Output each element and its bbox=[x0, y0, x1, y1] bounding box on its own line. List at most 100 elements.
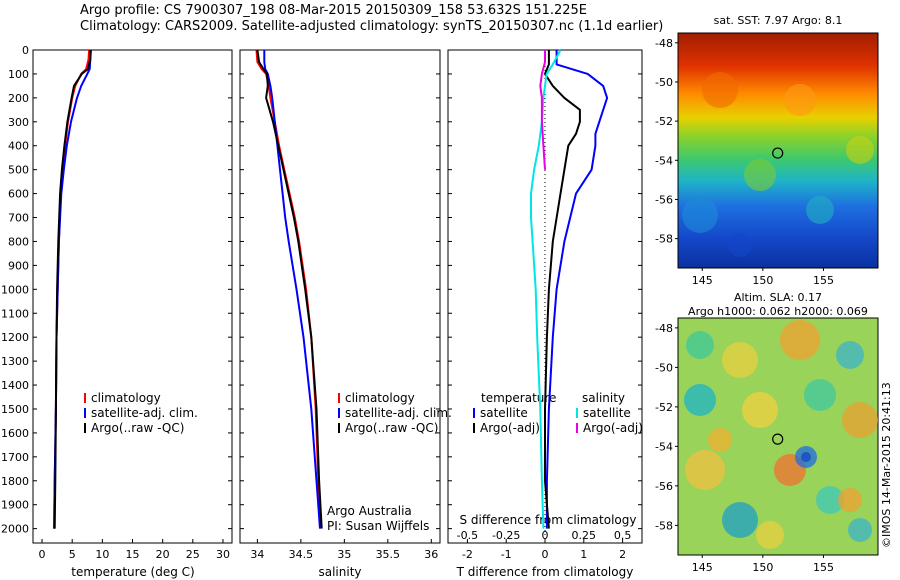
sla-map-feature bbox=[801, 452, 811, 462]
tdiff-series-argo bbox=[544, 50, 581, 529]
sst-map-ytick-label: -52 bbox=[655, 115, 673, 128]
sla-map-ytick-label: -58 bbox=[655, 519, 673, 532]
sla-map-feature bbox=[708, 428, 732, 452]
sla-map-feature bbox=[836, 341, 864, 369]
temperature-legend-label: Argo(..raw -QC) bbox=[91, 421, 184, 435]
temperature-series-1 bbox=[53, 50, 92, 529]
sla-map-feature bbox=[804, 379, 836, 411]
depth-tick-label: 700 bbox=[8, 212, 29, 225]
depth-tick-label: 300 bbox=[8, 116, 29, 129]
depth-tick-label: 1200 bbox=[1, 331, 29, 344]
temperature-xtick-label: 25 bbox=[186, 548, 200, 561]
sla-map-feature bbox=[722, 342, 758, 378]
sla-map-title-1: Altim. SLA: 0.17 bbox=[734, 291, 822, 304]
temperature-axes-frame bbox=[32, 49, 233, 544]
sla-map-feature bbox=[742, 392, 778, 428]
salinity-axes-frame bbox=[239, 49, 441, 544]
temperature-legend-label: climatology bbox=[91, 391, 161, 405]
salinity-series-0 bbox=[255, 49, 321, 529]
tdiff-legend-label: satellite bbox=[480, 406, 528, 420]
sla-map-feature bbox=[686, 331, 714, 359]
sla-map-feature bbox=[816, 486, 844, 514]
sla-map-xtick-label: 145 bbox=[692, 561, 713, 574]
depth-tick-label: 100 bbox=[8, 68, 29, 81]
depth-tick-label: 900 bbox=[8, 259, 29, 272]
depth-tick-label: 1600 bbox=[1, 427, 29, 440]
temperature-series-2 bbox=[53, 49, 92, 529]
tdiff-series-satellite bbox=[545, 50, 609, 529]
note-argo-australia: Argo Australia bbox=[327, 504, 412, 518]
sla-map-ytick-label: -56 bbox=[655, 480, 673, 493]
sla-map-ytick-label: -52 bbox=[655, 401, 673, 414]
tdiff-xtick-label: -1 bbox=[501, 548, 512, 561]
sla-map-xtick-label: 155 bbox=[813, 561, 834, 574]
sla-map-feature bbox=[842, 402, 878, 438]
depth-tick-label: 800 bbox=[8, 235, 29, 248]
figure-title-line2: Climatology: CARS2009. Satellite-adjuste… bbox=[80, 19, 664, 34]
sla-map-feature bbox=[756, 521, 784, 549]
sst-map-feature bbox=[784, 84, 816, 116]
salinity-xtick-label: 36 bbox=[424, 548, 438, 561]
sla-map-ytick-label: -48 bbox=[655, 322, 673, 335]
sdiff-series-argo bbox=[539, 50, 546, 170]
sla-map-feature bbox=[722, 502, 758, 538]
depth-tick-label: 1400 bbox=[1, 379, 29, 392]
sst-map-feature bbox=[744, 159, 776, 191]
sdiff-legend-title: salinity bbox=[582, 391, 625, 405]
temperature-xtick-label: 15 bbox=[126, 548, 140, 561]
sst-map-feature bbox=[806, 196, 834, 224]
depth-tick-label: 2000 bbox=[1, 523, 29, 536]
depth-tick-label: 1300 bbox=[1, 355, 29, 368]
salinity-xtick-label: 34.5 bbox=[289, 548, 314, 561]
sst-map-ytick-label: -48 bbox=[655, 37, 673, 50]
note-pi: PI: Susan Wijffels bbox=[327, 519, 429, 533]
depth-tick-label: 500 bbox=[8, 164, 29, 177]
sst-map-feature bbox=[728, 233, 752, 257]
sla-map-ytick-label: -54 bbox=[655, 440, 673, 453]
sst-map-feature bbox=[682, 197, 718, 233]
sdiff-series-satellite bbox=[530, 49, 562, 529]
sst-map-title: sat. SST: 7.97 Argo: 8.1 bbox=[714, 14, 843, 27]
sst-map-xtick-label: 155 bbox=[813, 274, 834, 287]
sla-map-feature bbox=[685, 450, 725, 490]
imos-credit: ©IMOS 14-Mar-2015 20:41:13 bbox=[880, 382, 893, 548]
sdiff-tick-label: -0.25 bbox=[492, 529, 520, 542]
sla-map-feature bbox=[780, 320, 820, 360]
sst-map-feature bbox=[702, 72, 738, 108]
depth-tick-label: 1500 bbox=[1, 403, 29, 416]
depth-tick-label: 0 bbox=[22, 44, 29, 57]
salinity-legend-label: Argo(..raw -QC) bbox=[345, 421, 438, 435]
tdiff-xlabel: T difference from climatology bbox=[456, 565, 634, 579]
sdiff-tick-label: -0.5 bbox=[457, 529, 478, 542]
depth-tick-label: 1800 bbox=[1, 475, 29, 488]
figure-title-line1: Argo profile: CS 7900307_198 08-Mar-2015… bbox=[80, 3, 588, 18]
sst-map-argo-position-marker bbox=[772, 147, 784, 159]
sdiff-legend-label: satellite bbox=[583, 406, 631, 420]
tdiff-xtick-label: 0 bbox=[542, 548, 549, 561]
temperature-xtick-label: 30 bbox=[216, 548, 230, 561]
salinity-xtick-label: 35 bbox=[337, 548, 351, 561]
depth-tick-label: 200 bbox=[8, 92, 29, 105]
depth-tick-label: 1100 bbox=[1, 307, 29, 320]
tdiff-legend-label: Argo(-adj) bbox=[480, 421, 540, 435]
sdiff-tick-label: 0 bbox=[542, 529, 549, 542]
sdiff-tick-label: 0.25 bbox=[572, 529, 597, 542]
sla-map-feature bbox=[838, 488, 862, 512]
sst-map-xtick-label: 145 bbox=[692, 274, 713, 287]
salinity-legend-label: climatology bbox=[345, 391, 415, 405]
depth-tick-label: 1700 bbox=[1, 451, 29, 464]
depth-tick-label: 600 bbox=[8, 188, 29, 201]
sla-map-feature bbox=[848, 518, 872, 542]
depth-tick-label: 1900 bbox=[1, 499, 29, 512]
sst-map-feature bbox=[846, 136, 874, 164]
sla-map-ytick-label: -50 bbox=[655, 361, 673, 374]
salinity-legend-label: satellite-adj. clim. bbox=[345, 406, 452, 420]
sla-map-argo-position-marker bbox=[772, 433, 784, 445]
sdiff-legend-label: Argo(-adj) bbox=[583, 421, 643, 435]
sst-map-xtick-label: 150 bbox=[752, 274, 773, 287]
sst-map-ytick-label: -58 bbox=[655, 233, 673, 246]
temperature-legend-label: satellite-adj. clim. bbox=[91, 406, 198, 420]
sst-map-ytick-label: -54 bbox=[655, 154, 673, 167]
sdiff-tick-label: 0.5 bbox=[614, 529, 632, 542]
depth-tick-label: 1000 bbox=[1, 283, 29, 296]
